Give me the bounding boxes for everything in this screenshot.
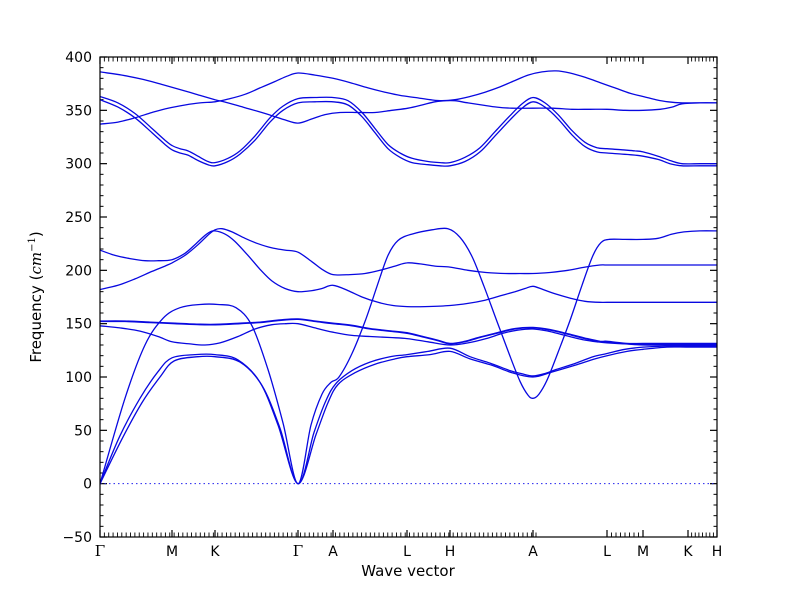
x-axis-label: Wave vector: [361, 562, 455, 580]
bands-layer: [100, 70, 717, 485]
y-tick-label: 400: [65, 50, 92, 66]
band-line: [100, 71, 717, 124]
ticks-layer: [99, 56, 718, 538]
band-line: [100, 318, 717, 345]
y-axis-label-suffix: ): [27, 231, 45, 238]
y-axis-label-prefix: Frequency (: [27, 274, 45, 363]
band-line: [100, 346, 717, 485]
y-axis-unit: cm: [27, 251, 45, 275]
band-line: [100, 318, 717, 345]
x-tick-label: L: [403, 544, 411, 560]
y-tick-label: −50: [62, 530, 92, 546]
y-tick-label: 0: [83, 477, 92, 493]
x-tick-label: K: [210, 544, 220, 560]
band-line: [100, 230, 717, 308]
x-tick-label: M: [637, 544, 649, 560]
x-tick-label: A: [328, 544, 338, 560]
y-tick-label: 350: [65, 103, 92, 119]
x-tick-label: H: [712, 544, 723, 560]
y-tick-label: 300: [65, 157, 92, 173]
y-tick-label: 150: [65, 317, 92, 333]
y-tick-label: 250: [65, 210, 92, 226]
y-axis-label: Frequency (cm−1): [27, 231, 45, 362]
y-tick-label: 50: [74, 423, 92, 439]
x-tick-label: Γ: [293, 542, 303, 560]
band-line: [100, 95, 717, 165]
band-line: [100, 345, 717, 485]
x-tick-label: L: [603, 544, 611, 560]
tick-labels-layer: −50 0 50 100 150 200 250 300 350 400 Γ M K Γ A L H A L M K H: [62, 50, 722, 560]
x-tick-label: Γ: [95, 542, 105, 560]
plot-frame: [99, 56, 718, 538]
band-line: [100, 227, 717, 291]
band-line: [100, 227, 717, 485]
x-tick-label: H: [445, 544, 456, 560]
x-tick-label: A: [528, 544, 538, 560]
band-line: [100, 99, 717, 167]
x-tick-label: K: [683, 544, 693, 560]
y-tick-label: 100: [65, 370, 92, 386]
x-tick-label: M: [166, 544, 178, 560]
y-tick-label: 200: [65, 263, 92, 279]
band-line: [100, 70, 717, 125]
y-axis-exponent: −1: [27, 237, 38, 252]
